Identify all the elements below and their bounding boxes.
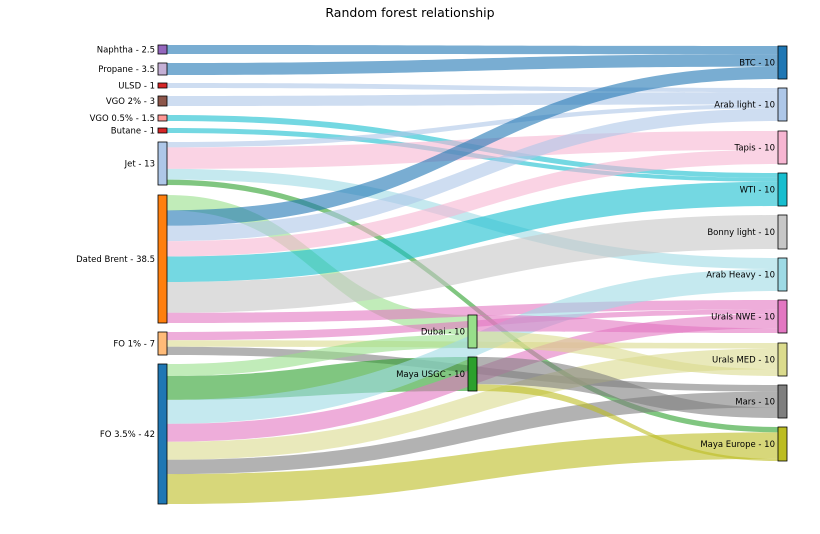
- nodes: Naphtha - 2.5 Propane - 3.5 ULSD - 1 VGO 2%…: [76, 44, 788, 505]
- node-label-arabheavy: Arab Heavy - 10: [706, 271, 775, 281]
- flow-ulsd-to-arablight: [167, 83, 778, 93]
- node-tapis: [777, 130, 788, 165]
- node-mayausgc: [467, 356, 478, 392]
- node-label-bonny: Bonny light - 10: [707, 228, 775, 238]
- node-label-tapis: Tapis - 10: [734, 144, 775, 154]
- flow-jet-to-mayaeur: [167, 179, 778, 433]
- flow-mayausgc-to-mayaeur: [477, 384, 778, 461]
- node-vgo2: [157, 95, 168, 107]
- node-label-arablight: Arab light - 10: [714, 101, 775, 111]
- node-uralsnwe: [777, 299, 788, 334]
- node-label-mayaeur: Maya Europe - 10: [700, 440, 775, 450]
- chart-title: Random forest relationship: [325, 5, 495, 20]
- flow-brent-to-bonny: [167, 215, 778, 313]
- flow-brent-to-tapis: [167, 149, 778, 257]
- node-label-butane: Butane - 1: [111, 127, 155, 137]
- flow-brent-to-btc: [167, 66, 778, 226]
- node-label-jet: Jet - 13: [124, 160, 155, 170]
- node-ulsd: [157, 82, 168, 89]
- node-label-mayausgc: Maya USGC - 10: [396, 370, 465, 380]
- flow-dubai-to-uralsmed: [477, 331, 778, 376]
- node-label-ulsd: ULSD - 1: [118, 82, 155, 92]
- node-label-vgo2: VGO 2% - 3: [106, 97, 155, 107]
- flows: [167, 45, 778, 504]
- node-arablight: [777, 87, 788, 122]
- node-bonny: [777, 214, 788, 250]
- node-btc: [777, 45, 788, 80]
- flow-brent-to-wti: [167, 181, 778, 283]
- node-label-uralsmed: Urals MED - 10: [712, 356, 775, 366]
- node-label-dubai: Dubai - 10: [421, 328, 465, 338]
- node-arabheavy: [777, 257, 788, 292]
- flow-brent-to-arablight: [167, 108, 778, 242]
- flow-mayausgc-to-mars: [477, 357, 778, 418]
- flow-jet-to-arablight: [167, 104, 778, 148]
- node-mayaeur: [777, 426, 788, 462]
- node-label-naphtha: Naphtha - 2.5: [97, 46, 155, 56]
- node-label-mars: Mars - 10: [735, 398, 775, 408]
- node-label-btc: BTC - 10: [739, 59, 775, 69]
- node-brent: [157, 194, 168, 324]
- flow-naphtha-to-btc: [167, 45, 778, 55]
- node-label-uralsnwe: Urals NWE - 10: [711, 313, 775, 323]
- node-mars: [777, 384, 788, 419]
- flow-fo35-to-uralsmed: [167, 348, 778, 460]
- node-label-fo1: FO 1% - 7: [113, 340, 155, 350]
- node-wti: [777, 172, 788, 207]
- node-label-wti: WTI - 10: [740, 186, 775, 196]
- node-label-fo35: FO 3.5% - 42: [100, 430, 155, 440]
- flow-fo35-to-mayaeur: [167, 432, 778, 504]
- flow-jet-to-arabheavy: [167, 168, 778, 269]
- node-uralsmed: [777, 342, 788, 377]
- flow-dubai-to-uralsnwe: [477, 315, 778, 333]
- node-label-brent: Dated Brent - 38.5: [76, 255, 155, 265]
- node-label-vgo05: VGO 0.5% - 1.5: [90, 114, 155, 124]
- flow-vgo2-to-arablight: [167, 92, 778, 106]
- node-label-propane: Propane - 3.5: [98, 65, 155, 75]
- flow-fo35-to-mars: [167, 391, 778, 475]
- node-fo1: [157, 331, 168, 356]
- flow-propane-to-btc: [167, 54, 778, 75]
- node-dubai: [467, 314, 478, 349]
- node-vgo05: [157, 114, 168, 122]
- flow-fo35-to-dubai: [167, 334, 468, 376]
- node-propane: [157, 62, 168, 76]
- node-butane: [157, 127, 168, 134]
- node-fo35: [157, 363, 168, 505]
- node-naphtha: [157, 44, 168, 55]
- flow-brent-to-uralsnwe: [167, 300, 778, 323]
- node-jet: [157, 141, 168, 186]
